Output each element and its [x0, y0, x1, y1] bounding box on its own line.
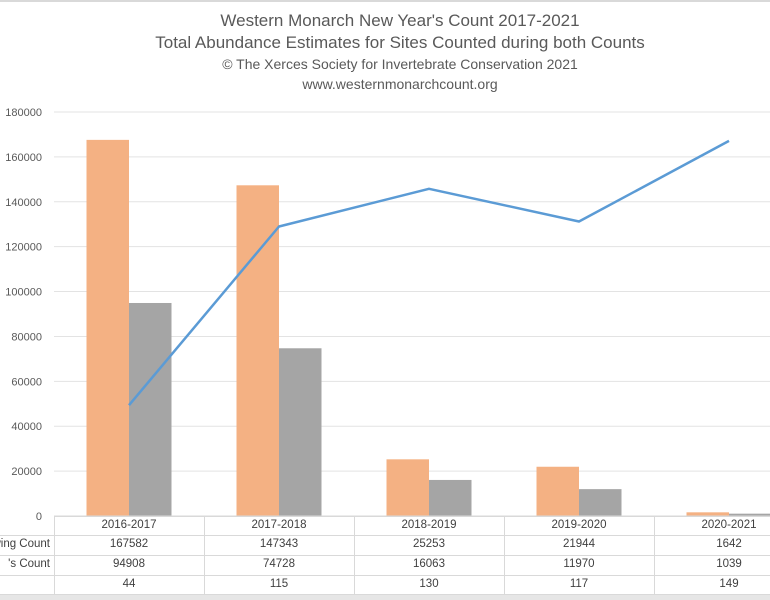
line-series3 [128, 139, 730, 407]
table-category-header: 2017-2018 [251, 519, 307, 531]
table-cell: 94908 [113, 558, 145, 570]
y-tick-label: 40000 [11, 421, 42, 433]
table-cell: 130 [419, 578, 439, 590]
table-cell: 16063 [413, 558, 445, 570]
y-tick-label: 0 [36, 511, 42, 523]
chart-url: www.westernmonarchcount.org [302, 76, 498, 92]
y-tick-label: 120000 [5, 242, 42, 254]
table-cell: 167582 [109, 538, 149, 550]
table-cell: 74728 [263, 558, 295, 570]
table-cell: 147343 [259, 538, 299, 550]
table-cell: 25253 [413, 538, 445, 550]
table-cell: 44 [122, 578, 136, 590]
table-cell: 149 [719, 578, 739, 590]
bar-series1 [86, 139, 129, 516]
bar-series2 [279, 348, 322, 516]
table-cell: 1642 [716, 538, 742, 550]
chart-title: Western Monarch New Year's Count 2017-20… [220, 11, 580, 30]
table-cell: 1039 [716, 558, 742, 570]
bar-series2 [429, 479, 472, 516]
y-tick-label: 140000 [5, 197, 42, 209]
y-tick-label: 60000 [11, 376, 42, 388]
y-tick-label: 20000 [11, 466, 42, 478]
bar-series1 [386, 459, 429, 516]
table-category-header: 2016-2017 [101, 519, 157, 531]
table-category-header: 2018-2019 [401, 519, 457, 531]
table-row-label: wing Count [0, 538, 50, 550]
chart-copyright: © The Xerces Society for Invertebrate Co… [222, 56, 578, 72]
bar-series1 [536, 466, 579, 516]
bar-series1 [236, 185, 279, 517]
bar-series2 [729, 513, 770, 516]
table-category-header: 2020-2021 [701, 519, 757, 531]
y-tick-label: 180000 [5, 107, 42, 119]
y-tick-label: 100000 [5, 287, 42, 299]
chart-titles: Western Monarch New Year's Count 2017-20… [0, 10, 770, 94]
table-category-header: 2019-2020 [551, 519, 607, 531]
bar-series2 [579, 489, 622, 516]
bar-series2 [129, 302, 172, 516]
y-tick-label: 160000 [5, 152, 42, 164]
table-row-label: 's Count [8, 558, 50, 570]
bar-series1 [686, 512, 729, 516]
top-border [0, 0, 770, 2]
table-cell: 11970 [563, 558, 595, 570]
table-cell: 115 [269, 578, 289, 590]
y-tick-label: 80000 [11, 331, 42, 343]
chart-subtitle: Total Abundance Estimates for Sites Coun… [155, 33, 645, 52]
bottom-border [0, 595, 770, 600]
table-cell: 21944 [563, 538, 595, 550]
table-cell: 117 [569, 578, 589, 590]
